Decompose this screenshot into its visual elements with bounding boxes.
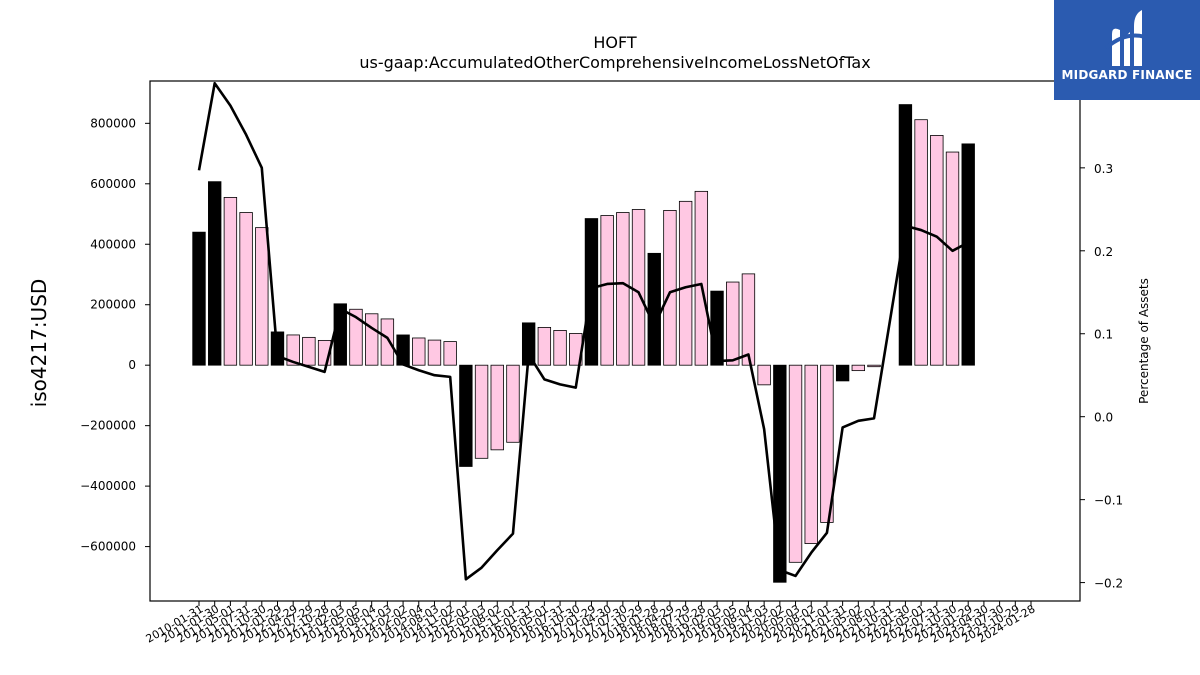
y-axis-label: iso4217:USD	[27, 279, 51, 408]
bar	[835, 364, 850, 382]
bar	[459, 364, 473, 467]
bar	[867, 364, 881, 368]
y-tick-label: −400000	[80, 479, 136, 493]
bar	[694, 190, 709, 366]
bar	[647, 252, 661, 366]
y2-tick-label: −0.1	[1094, 494, 1123, 508]
bar	[741, 273, 756, 366]
bar	[930, 135, 944, 366]
bar	[412, 337, 426, 366]
bar	[773, 364, 787, 583]
bar	[914, 119, 928, 366]
bar	[192, 231, 206, 366]
bar	[286, 334, 300, 366]
bar	[349, 308, 363, 366]
y2-tick-label: 0.3	[1094, 162, 1113, 176]
percentage-line	[197, 81, 969, 581]
bar	[223, 196, 238, 366]
bar	[255, 227, 269, 366]
brand-logo-mark-icon	[1104, 10, 1149, 67]
bar	[898, 104, 913, 366]
y-tick-label: 400000	[90, 237, 136, 251]
line-group	[197, 81, 969, 581]
bar	[710, 290, 724, 366]
plot-frame	[149, 80, 1081, 602]
y-tick-label: 200000	[90, 298, 136, 312]
y2-tick-label: −0.2	[1094, 577, 1123, 591]
y2-tick-label: 0.1	[1094, 328, 1113, 342]
bar	[788, 364, 803, 563]
bar	[804, 364, 818, 544]
bar	[553, 330, 567, 366]
bar	[820, 364, 834, 523]
bar	[443, 341, 457, 366]
y2-axis-label: Percentage of Assets	[1137, 278, 1151, 404]
bar	[678, 200, 693, 366]
bar	[208, 181, 222, 366]
bar	[490, 364, 504, 451]
bar	[961, 143, 975, 366]
bar	[537, 326, 552, 366]
brand-logo: MIDGARD FINANCE	[1054, 0, 1200, 100]
bar	[380, 318, 395, 366]
bars-group	[192, 104, 975, 583]
chart-subtitle: us-gaap:AccumulatedOtherComprehensiveInc…	[359, 53, 870, 72]
brand-logo-text: MIDGARD FINANCE	[1061, 68, 1193, 82]
bar	[851, 364, 865, 372]
bar	[474, 364, 489, 459]
axes-group: −600000 −400000 −200000 0 200000 400000 600000…	[80, 79, 1123, 646]
bar	[616, 212, 630, 366]
y-tick-label: 600000	[90, 177, 136, 191]
y-tick-label: −600000	[80, 540, 136, 554]
bar	[631, 209, 646, 366]
bar	[239, 212, 253, 366]
bar	[364, 313, 379, 366]
bar	[427, 339, 442, 366]
bar	[663, 209, 677, 366]
bar	[726, 281, 740, 366]
y-tick-label: 0	[128, 358, 136, 372]
bar	[945, 151, 960, 366]
bar	[757, 364, 771, 386]
bar	[396, 334, 410, 366]
y-tick-label: 800000	[90, 116, 136, 130]
bar	[506, 364, 520, 443]
bar	[302, 336, 316, 366]
chart-title: HOFT	[593, 33, 637, 52]
y2-tick-label: 0.2	[1094, 245, 1113, 259]
y2-tick-label: 0.0	[1094, 411, 1113, 425]
y-tick-label: −200000	[80, 419, 136, 433]
bar	[600, 215, 614, 366]
